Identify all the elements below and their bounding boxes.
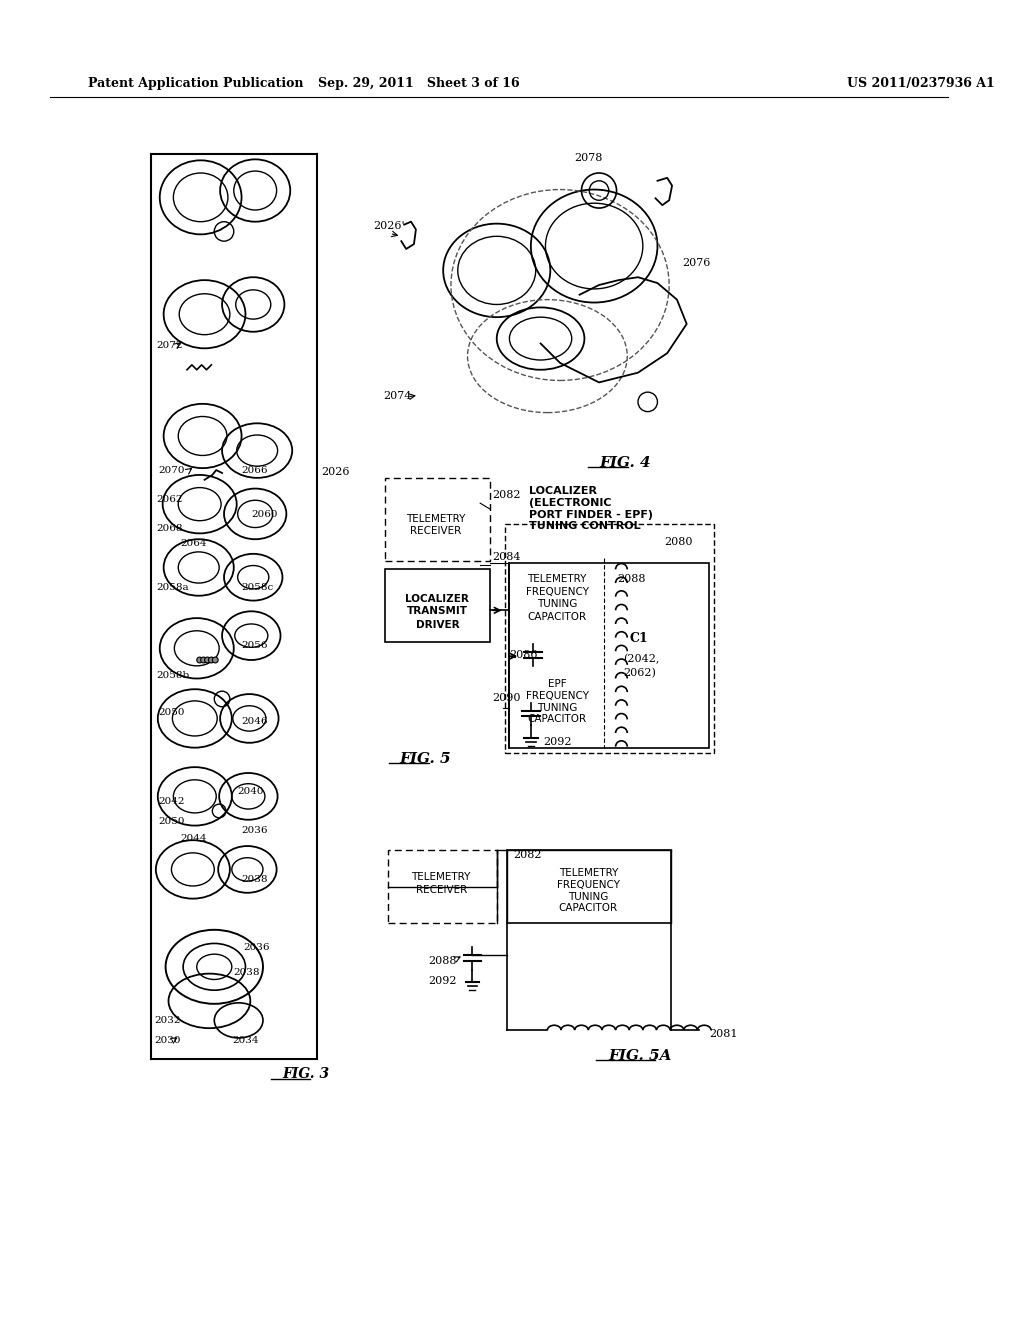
Circle shape: [201, 657, 207, 663]
Text: 2080: 2080: [665, 537, 693, 546]
Text: TUNING: TUNING: [537, 599, 578, 610]
Circle shape: [212, 657, 218, 663]
Text: 2058c: 2058c: [242, 583, 273, 591]
Text: 2081: 2081: [709, 1030, 737, 1039]
Text: TRANSMIT: TRANSMIT: [407, 606, 468, 616]
Text: Patent Application Publication: Patent Application Publication: [88, 77, 303, 90]
Text: US 2011/0237936 A1: US 2011/0237936 A1: [848, 77, 995, 90]
Text: FREQUENCY: FREQUENCY: [525, 690, 589, 701]
Text: 2072: 2072: [156, 342, 182, 350]
Text: TUNING: TUNING: [568, 892, 608, 902]
Text: (ELECTRONIC: (ELECTRONIC: [528, 498, 611, 508]
Text: 2036: 2036: [242, 826, 268, 836]
Text: C1: C1: [629, 632, 648, 645]
Text: 2058a: 2058a: [156, 583, 188, 591]
Text: 2062): 2062): [624, 668, 656, 678]
Text: 2082: 2082: [492, 490, 520, 500]
Text: 2082: 2082: [513, 850, 542, 859]
Text: 2086: 2086: [509, 649, 538, 660]
Text: 2090: 2090: [492, 693, 520, 704]
Circle shape: [205, 657, 210, 663]
Text: 2032: 2032: [154, 1016, 180, 1026]
Text: 2076: 2076: [682, 257, 711, 268]
Text: TUNING: TUNING: [537, 702, 578, 713]
Text: 2064: 2064: [180, 539, 207, 548]
Text: 2050: 2050: [159, 817, 185, 825]
Text: 2074: 2074: [383, 391, 412, 401]
Text: 2038: 2038: [242, 875, 268, 884]
Text: 2092: 2092: [429, 977, 457, 986]
Text: 2088: 2088: [617, 574, 646, 583]
Text: Sep. 29, 2011   Sheet 3 of 16: Sep. 29, 2011 Sheet 3 of 16: [318, 77, 519, 90]
Text: FREQUENCY: FREQUENCY: [557, 880, 620, 890]
Text: EPF: EPF: [548, 680, 566, 689]
Text: RECEIVER: RECEIVER: [416, 884, 467, 895]
Text: 2078: 2078: [574, 153, 603, 164]
Text: FIG. 5: FIG. 5: [399, 752, 451, 767]
Text: 2046: 2046: [242, 717, 268, 726]
Text: CAPACITOR: CAPACITOR: [559, 903, 617, 913]
Text: 2034: 2034: [231, 1036, 258, 1045]
Text: 2084: 2084: [492, 552, 520, 562]
Text: 2036: 2036: [244, 944, 270, 952]
Text: TELEMETRY: TELEMETRY: [412, 873, 471, 882]
Text: 2070: 2070: [159, 466, 185, 475]
Text: RECEIVER: RECEIVER: [410, 527, 461, 536]
Text: 2066: 2066: [242, 466, 268, 475]
Text: 2058b: 2058b: [156, 671, 189, 680]
Text: 2038: 2038: [233, 968, 260, 977]
Circle shape: [209, 657, 214, 663]
Text: 2042: 2042: [159, 797, 185, 807]
Text: 2040: 2040: [238, 788, 264, 796]
Text: FREQUENCY: FREQUENCY: [525, 587, 589, 597]
Text: PORT FINDER - EPF): PORT FINDER - EPF): [528, 510, 653, 520]
Text: CAPACITOR: CAPACITOR: [527, 612, 587, 622]
Text: 2060: 2060: [251, 510, 278, 519]
Text: 2026': 2026': [373, 222, 404, 231]
Text: 2092: 2092: [544, 737, 572, 747]
Text: 2044: 2044: [180, 834, 207, 843]
Text: FIG. 4: FIG. 4: [599, 457, 650, 470]
Text: TELEMETRY: TELEMETRY: [559, 869, 618, 878]
Text: TELEMETRY: TELEMETRY: [527, 574, 587, 585]
Text: FIG. 3: FIG. 3: [283, 1067, 330, 1081]
Text: FIG. 5A: FIG. 5A: [608, 1049, 673, 1064]
Text: 2026: 2026: [322, 467, 350, 477]
Text: 2056: 2056: [242, 642, 268, 651]
Text: LOCALIZER: LOCALIZER: [406, 594, 469, 603]
Text: 2030: 2030: [154, 1036, 180, 1045]
Text: (2042,: (2042,: [624, 653, 659, 664]
Text: CAPACITOR: CAPACITOR: [527, 714, 587, 725]
Text: 2068: 2068: [156, 524, 182, 533]
Text: LOCALIZER: LOCALIZER: [528, 486, 597, 496]
Text: 2062: 2062: [156, 495, 182, 504]
Text: TUNING CONTROL: TUNING CONTROL: [528, 521, 641, 532]
Text: 2050: 2050: [159, 708, 185, 717]
Text: TELEMETRY: TELEMETRY: [406, 513, 465, 524]
Text: DRIVER: DRIVER: [416, 620, 459, 630]
Circle shape: [197, 657, 203, 663]
Text: 2088: 2088: [429, 956, 457, 966]
